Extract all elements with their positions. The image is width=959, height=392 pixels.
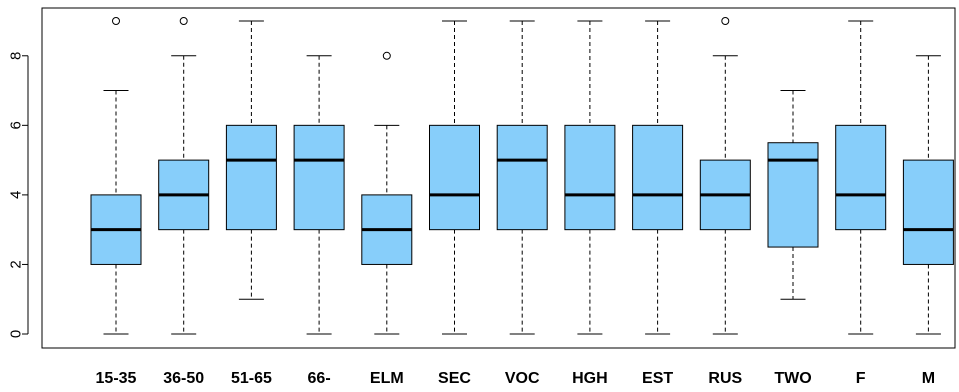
y-tick-label: 0 [8, 330, 25, 338]
box-15-35 [90, 17, 142, 335]
box-est [632, 20, 684, 335]
box-36-50 [158, 17, 210, 335]
x-tick-label: 15-35 [96, 370, 137, 387]
box-iqr [902, 159, 954, 265]
y-tick-label: 6 [8, 121, 25, 129]
x-tick-label: HGH [572, 370, 608, 387]
box-m [902, 55, 954, 335]
box-iqr [496, 124, 548, 231]
box-iqr [632, 124, 684, 231]
box-iqr [564, 124, 616, 231]
x-tick-label: EST [642, 370, 673, 387]
box-iqr [767, 142, 819, 248]
box-iqr [835, 124, 887, 231]
box-series [90, 17, 954, 335]
box-f [835, 20, 887, 335]
x-tick-label: 51-65 [231, 370, 272, 387]
box-two [767, 90, 819, 300]
outlier-point [112, 17, 120, 25]
box-iqr [293, 124, 345, 231]
box-elm [361, 51, 413, 335]
x-tick-label: 36-50 [163, 370, 204, 387]
box-hgh [564, 20, 616, 335]
x-tick-label: VOC [505, 370, 540, 387]
box-rus [699, 17, 751, 335]
box-iqr [225, 124, 277, 231]
outlier-point [382, 51, 391, 60]
x-axis-labels: 15-35 36-50 51-65 66- ELM SEC VOC HGH EST RUS TWO F… [96, 370, 936, 387]
y-tick-label: 2 [8, 260, 25, 268]
box-51-65 [225, 20, 277, 300]
plot-frame [41, 7, 956, 349]
x-tick-label: TWO [774, 370, 811, 387]
y-tick-label: 4 [8, 191, 25, 199]
outlier-point [179, 17, 188, 25]
x-tick-label: RUS [708, 370, 742, 387]
box-66 [293, 55, 345, 335]
x-tick-label: M [922, 370, 935, 387]
x-tick-label: SEC [438, 370, 471, 387]
x-tick-label: ELM [370, 370, 404, 387]
y-tick-label: 8 [8, 52, 25, 60]
x-tick-label: F [856, 370, 866, 387]
box-voc [496, 20, 548, 335]
box-sec [429, 20, 480, 335]
y-axis: 0 2 4 6 8 [8, 52, 29, 338]
x-tick-label: 66- [308, 370, 331, 387]
box-iqr [429, 124, 480, 231]
outlier-point [721, 17, 730, 25]
